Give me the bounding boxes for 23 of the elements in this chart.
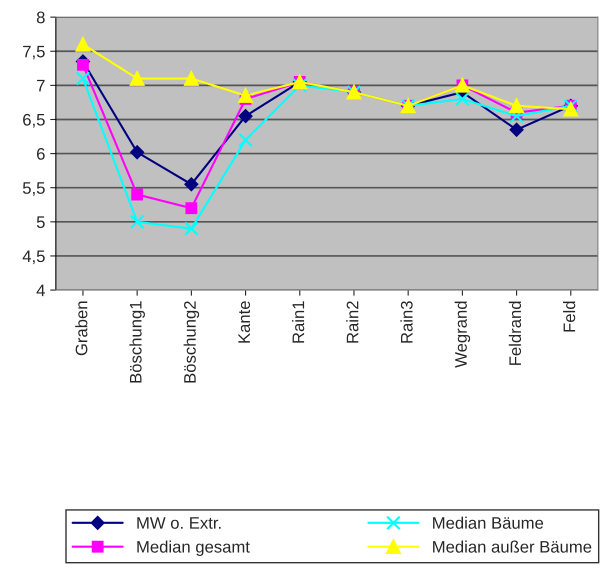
y-tick-label: 7 (37, 80, 45, 92)
legend-label: Median gesamt (137, 540, 250, 556)
legend-label: Median Bäume (433, 516, 544, 529)
y-tick-label: 6 (37, 148, 45, 160)
y-tick-label: 8 (36, 12, 45, 24)
y-tick-label: 5 (36, 216, 45, 228)
y-tick-label: 4 (36, 284, 45, 296)
x-tick-label: Rain2 (346, 301, 358, 343)
x-tick-label: Feldrand (508, 302, 522, 365)
y-tick-label: 7,5 (23, 46, 45, 60)
y-tick-label: 5,5 (22, 182, 45, 196)
x-tick-label: Böschung1 (129, 301, 145, 383)
legend-label: Median außer Bäume (433, 540, 592, 553)
x-tick-label: Graben (75, 302, 88, 356)
x-tick-label: Böschung2 (184, 301, 200, 383)
x-tick-label: Rain3 (400, 301, 413, 343)
y-tick-label: 6,5 (23, 114, 45, 128)
y-tick-label: 4,5 (22, 250, 45, 264)
legend-label: MW o. Extr. (137, 517, 221, 529)
x-tick-label: Feld (563, 302, 576, 332)
x-tick-label: Wegrand (454, 302, 470, 368)
x-tick-label: Rain1 (292, 301, 304, 343)
x-tick-label: Kante (238, 301, 250, 343)
